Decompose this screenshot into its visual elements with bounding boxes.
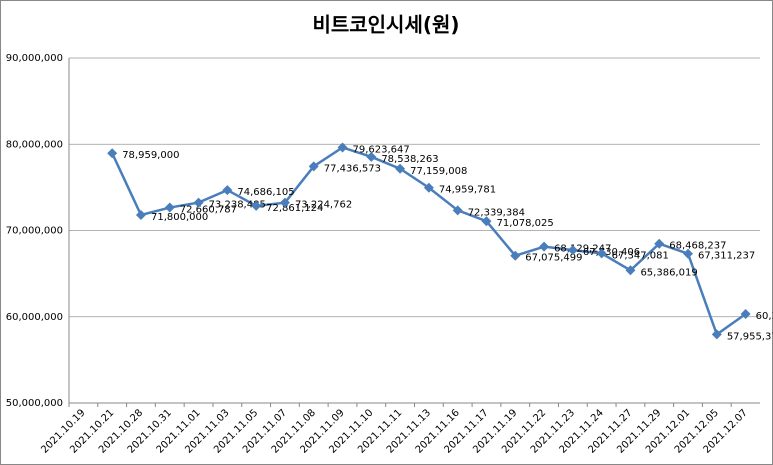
data-label: 60,323,328 (756, 311, 773, 322)
data-label: 74,959,781 (439, 185, 496, 196)
point-marker (193, 197, 204, 208)
data-label: 67,075,499 (525, 253, 582, 264)
y-tick-label: 90,000,000 (6, 53, 63, 64)
data-label: 72,660,787 (180, 205, 237, 216)
point-marker (654, 238, 665, 249)
point-marker (683, 248, 694, 259)
point-marker (135, 209, 146, 220)
data-label: 68,468,237 (669, 241, 726, 252)
y-tick-label: 50,000,000 (6, 398, 63, 409)
point-marker (251, 200, 262, 211)
y-tick-label: 70,000,000 (6, 226, 63, 237)
point-marker (567, 245, 578, 256)
point-marker (625, 265, 636, 276)
data-label: 71,800,000 (151, 212, 208, 223)
point-marker (452, 205, 463, 216)
point-marker (308, 161, 319, 172)
data-label: 78,538,263 (381, 154, 438, 165)
point-marker (596, 248, 607, 259)
point-marker (711, 329, 722, 340)
data-label: 73,238,485 (209, 200, 266, 211)
point-marker (423, 182, 434, 193)
data-label: 78,959,000 (122, 150, 179, 161)
point-marker (539, 241, 550, 252)
chart-title: 비트코인시세(원) (312, 13, 459, 37)
y-tick-label: 60,000,000 (6, 312, 63, 323)
data-label: 67,311,237 (698, 251, 755, 262)
data-label: 71,078,025 (496, 218, 553, 229)
data-label: 65,386,019 (640, 267, 697, 278)
data-label: 77,159,008 (410, 166, 467, 177)
point-marker (740, 308, 751, 319)
point-marker (222, 185, 233, 196)
data-label: 72,861,124 (266, 203, 323, 214)
data-label: 79,623,647 (353, 144, 410, 155)
point-marker (164, 202, 175, 213)
y-tick-label: 80,000,000 (6, 139, 63, 150)
point-marker (107, 148, 118, 159)
point-marker (337, 142, 348, 153)
point-marker (366, 151, 377, 162)
data-label: 72,339,384 (468, 207, 525, 218)
data-label: 67,730,406 (583, 247, 640, 258)
data-label: 57,955,377 (727, 331, 773, 342)
data-label: 77,436,573 (324, 163, 381, 174)
data-label: 68,129,247 (554, 244, 611, 255)
point-marker (279, 197, 290, 208)
data-label: 74,686,105 (237, 187, 294, 198)
point-marker (510, 250, 521, 261)
point-marker (481, 216, 492, 227)
data-label: 73,224,762 (295, 200, 352, 211)
point-marker (395, 163, 406, 174)
data-label: 67,347,081 (612, 250, 669, 261)
